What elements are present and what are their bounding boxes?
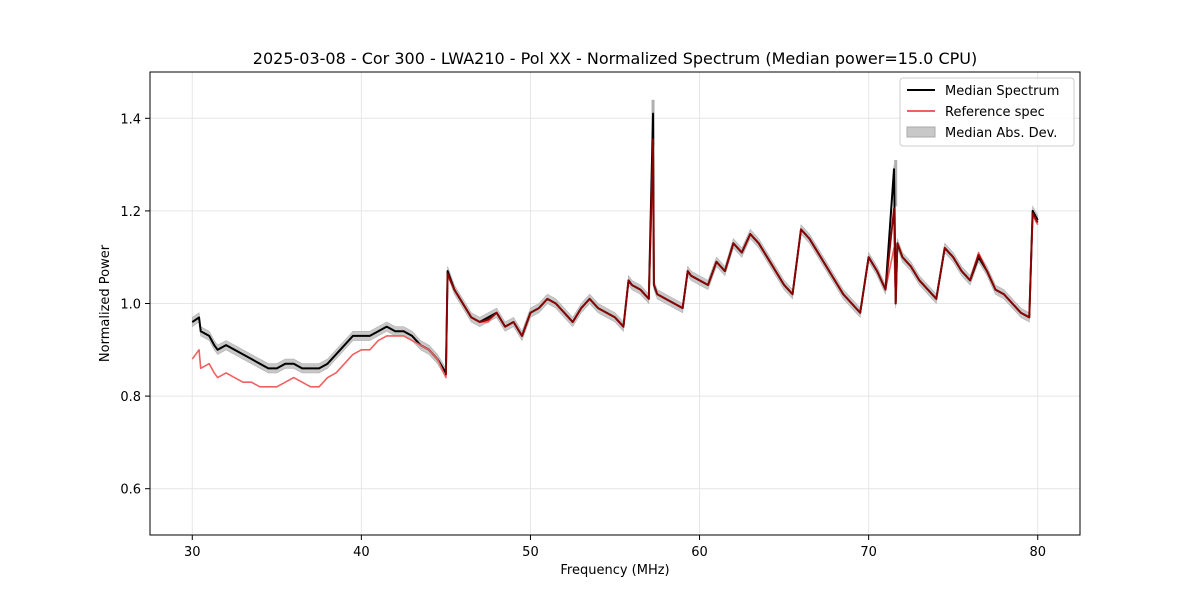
overlap-spectrum-line [445,138,1039,376]
legend-median-label: Median Spectrum [945,84,1059,99]
legend: Median Spectrum Reference spec Median Ab… [899,77,1075,147]
x-tick-label: 70 [860,545,877,560]
legend-box [899,77,1075,147]
y-tick-label: 1.2 [120,205,141,220]
x-tick-label: 40 [353,545,370,560]
x-tick-label: 50 [522,545,539,560]
chart-title: 2025-03-08 - Cor 300 - LWA210 - Pol XX -… [253,49,977,68]
x-tick-label: 60 [691,545,708,560]
y-tick-label: 0.6 [120,483,141,498]
y-tick-label: 1.4 [120,112,141,127]
y-axis-label: Normalized Power [98,244,113,362]
y-tick-label: 0.8 [120,390,141,405]
x-tick-label: 30 [184,545,201,560]
legend-mad-label: Median Abs. Dev. [945,126,1057,141]
x-tick-label: 80 [1029,545,1046,560]
series-lines [191,112,1039,388]
legend-reference-label: Reference spec [945,105,1045,120]
axis-ticks: 30 40 50 60 70 80 0.6 0.8 1.0 1.2 1.4 [120,112,1046,560]
y-tick-label: 1.0 [120,298,141,313]
legend-mad-swatch [906,126,936,138]
x-axis-label: Frequency (MHz) [560,563,669,578]
